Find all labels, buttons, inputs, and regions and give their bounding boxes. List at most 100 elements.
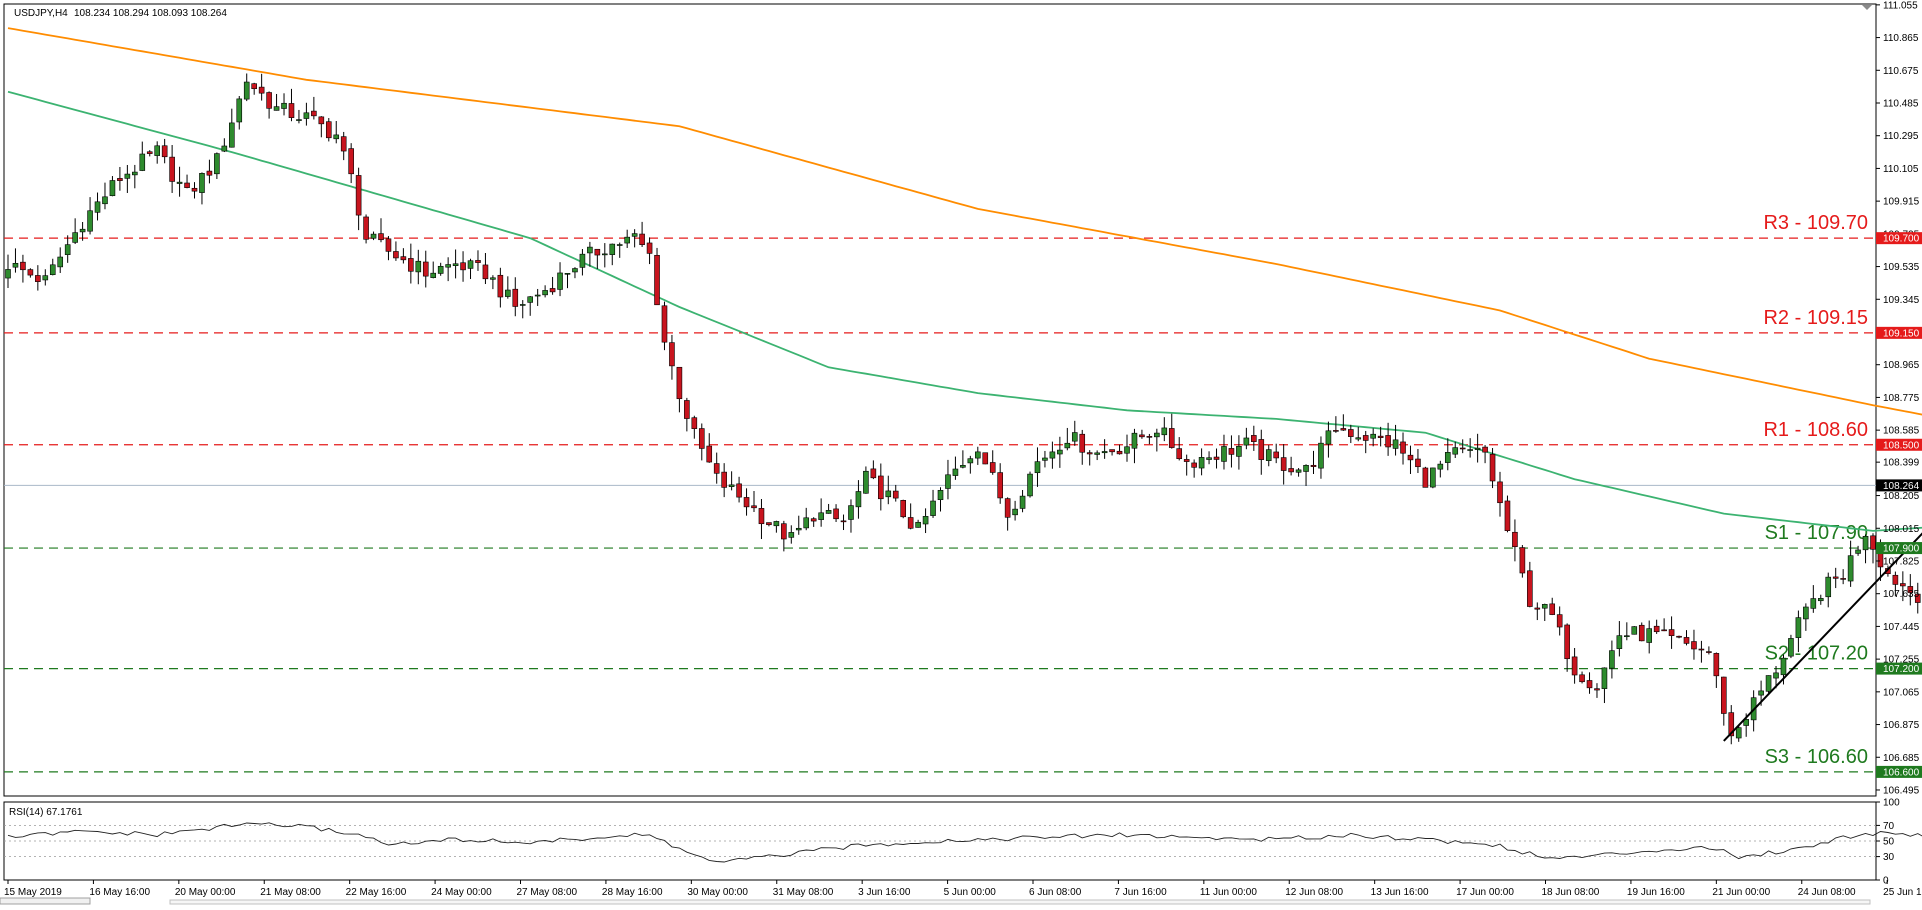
candle-body: [1668, 629, 1675, 636]
candle-body: [1340, 428, 1347, 431]
candle-body: [818, 512, 824, 520]
candle-body: [102, 196, 108, 205]
candle-body: [1512, 531, 1518, 548]
candle-body: [1101, 451, 1108, 454]
candle-body: [1377, 435, 1384, 438]
candle-body: [960, 465, 966, 468]
candle-body: [646, 242, 653, 254]
candle-body: [87, 210, 93, 232]
y-tick-label: 108.585: [1883, 426, 1920, 437]
y-tick-label: 106.685: [1883, 753, 1920, 764]
candle-body: [1728, 712, 1735, 737]
candle-body: [236, 98, 243, 123]
rsi-line: [7, 822, 1922, 863]
x-tick-label: 12 Jun 08:00: [1285, 887, 1343, 898]
candle-body: [1579, 674, 1585, 683]
candle-body: [997, 472, 1003, 499]
candle-body: [1638, 624, 1645, 642]
level-label: S2 - 107.20: [1765, 643, 1868, 665]
candle-body: [79, 228, 86, 233]
candle-body: [35, 275, 41, 282]
moving-average-long: [7, 27, 1922, 416]
candle-body: [743, 497, 750, 508]
candle-body: [1258, 439, 1265, 460]
candle-body: [1236, 445, 1242, 457]
current-price-box: [1876, 479, 1922, 492]
candle-body: [803, 517, 810, 529]
candle-body: [243, 81, 250, 100]
level-label: S1 - 107.90: [1765, 522, 1868, 544]
x-tick-label: 20 May 00:00: [175, 887, 236, 898]
candle-body: [452, 263, 459, 266]
candle-body: [1370, 433, 1376, 439]
candle-body: [281, 102, 287, 109]
candle-body: [117, 178, 123, 181]
candle-body: [505, 289, 511, 297]
candle-body: [57, 256, 64, 268]
candle-body: [624, 236, 630, 244]
candle-body: [1765, 675, 1772, 692]
candle-body: [1489, 453, 1496, 482]
candle-body: [542, 290, 548, 296]
candle-body: [922, 516, 929, 525]
candle-body: [1646, 628, 1652, 643]
candle-body: [1571, 656, 1578, 676]
level-axis-label: 106.600: [1883, 767, 1920, 778]
tab-strip-left: [0, 897, 91, 905]
candle-body: [363, 216, 369, 240]
candle-body: [1348, 429, 1354, 437]
rsi-label: RSI(14) 67.1761: [9, 807, 83, 818]
candle-body: [1556, 614, 1563, 628]
candle-body: [333, 134, 340, 140]
candle-body: [258, 86, 265, 94]
candle-body: [1609, 650, 1615, 669]
candle-body: [616, 244, 623, 246]
candle-body: [1310, 464, 1317, 467]
candle-body: [736, 483, 742, 498]
candle-body: [989, 462, 996, 473]
y-tick-label: 107.445: [1883, 622, 1920, 633]
candle-body: [706, 445, 713, 463]
x-tick-label: 24 Jun 08:00: [1798, 887, 1856, 898]
level-axis-box: [1876, 765, 1922, 778]
candle-body: [1213, 456, 1220, 460]
candle-body: [266, 92, 272, 109]
candle-body: [1795, 617, 1802, 638]
candle-body: [519, 304, 526, 306]
candle-body: [691, 417, 698, 429]
candle-body: [1616, 635, 1623, 649]
level-axis-label: 109.700: [1883, 234, 1920, 245]
candle-body: [1907, 586, 1914, 593]
candle-body: [1042, 457, 1048, 461]
chart-ohlc-label: 108.234 108.294 108.093 108.264: [74, 8, 227, 19]
candle-body: [512, 288, 519, 307]
candle-body: [766, 522, 772, 526]
candle-body: [1206, 457, 1212, 460]
candle-body: [810, 518, 817, 522]
candle-body: [1131, 432, 1138, 449]
x-tick-label: 13 Jun 16:00: [1371, 887, 1429, 898]
candle-body: [385, 238, 392, 252]
y-tick-label: 107.635: [1883, 589, 1920, 600]
candle-body: [5, 269, 11, 279]
candle-body: [1892, 574, 1899, 585]
candle-body: [1586, 680, 1593, 689]
candle-body: [467, 260, 474, 269]
candle-body: [557, 272, 563, 290]
x-tick-label: 6 Jun 08:00: [1029, 887, 1082, 898]
candle-body: [1333, 430, 1339, 432]
candle-body: [781, 523, 787, 540]
y-tick-label: 109.915: [1883, 197, 1920, 208]
candle-body: [1280, 457, 1287, 471]
level-label: R1 - 108.60: [1763, 419, 1868, 441]
y-tick-label: 108.015: [1883, 524, 1920, 535]
x-tick-label: 31 May 08:00: [773, 887, 834, 898]
chart-symbol-label: USDJPY,H4: [14, 8, 68, 19]
candle-body: [109, 180, 116, 197]
candle-body: [773, 521, 780, 527]
candle-body: [64, 244, 71, 255]
candle-body: [572, 268, 578, 273]
candle-body: [1027, 473, 1033, 497]
candle-body: [1534, 607, 1541, 610]
